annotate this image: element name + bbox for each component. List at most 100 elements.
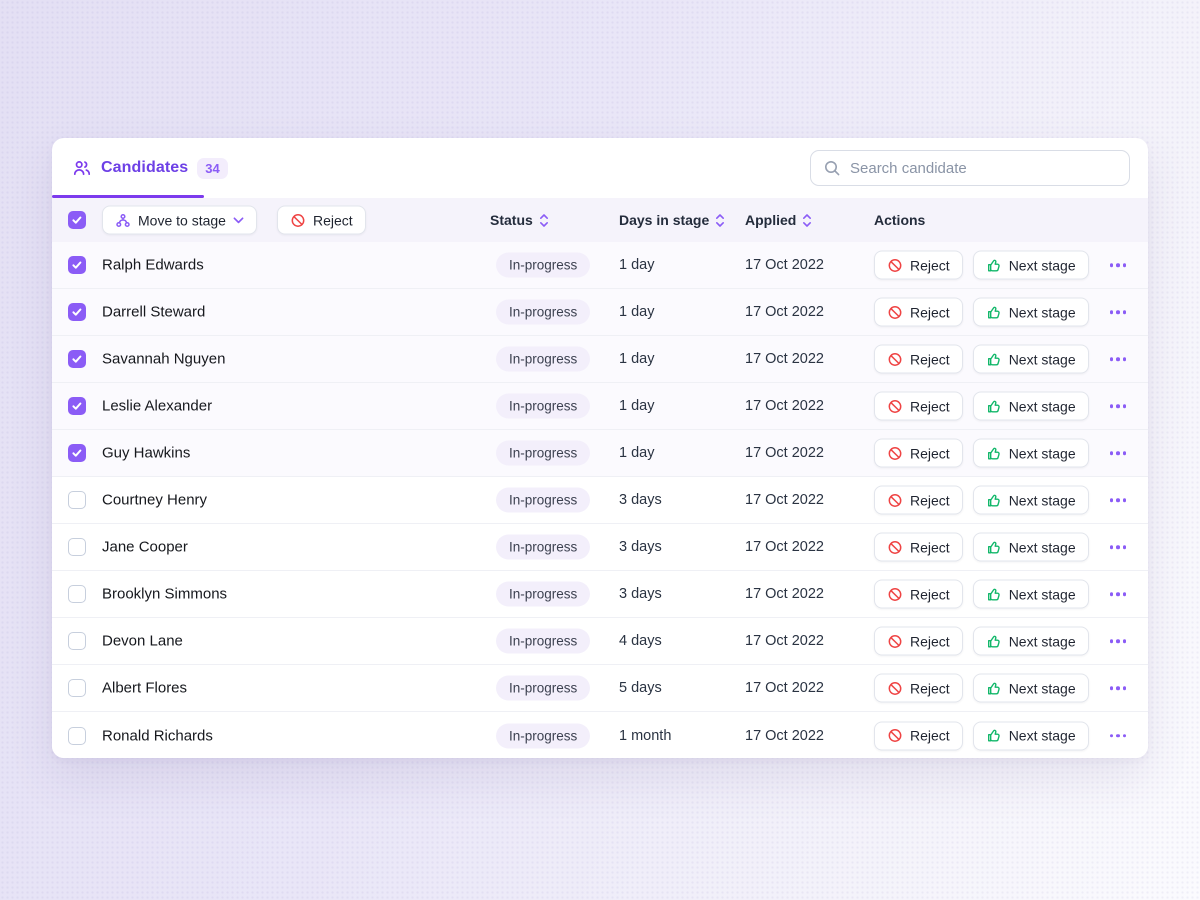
row-checkbox[interactable] <box>68 397 86 415</box>
next-stage-button[interactable]: Next stage <box>972 673 1089 703</box>
next-stage-button[interactable]: Next stage <box>972 391 1089 421</box>
prohibit-icon <box>887 539 903 555</box>
table-row: Brooklyn Simmons In-progress 3 days 17 O… <box>52 571 1148 618</box>
reject-button[interactable]: Reject <box>874 485 963 515</box>
next-stage-button[interactable]: Next stage <box>972 579 1089 609</box>
days-in-stage: 3 days <box>619 539 662 555</box>
move-to-stage-button[interactable]: Move to stage <box>102 205 257 235</box>
table-row: Darrell Steward In-progress 1 day 17 Oct… <box>52 289 1148 336</box>
row-more-button[interactable] <box>1106 728 1131 744</box>
row-more-button[interactable] <box>1106 680 1131 696</box>
row-more-button[interactable] <box>1106 633 1131 649</box>
search-box[interactable] <box>810 150 1130 186</box>
next-stage-button[interactable]: Next stage <box>972 344 1089 374</box>
column-header-status[interactable]: Status <box>490 212 549 228</box>
row-checkbox[interactable] <box>68 585 86 603</box>
reject-button[interactable]: Reject <box>874 438 963 468</box>
row-more-button[interactable] <box>1106 586 1131 602</box>
next-stage-button[interactable]: Next stage <box>972 438 1089 468</box>
row-actions: Reject Next stage <box>874 532 1089 562</box>
row-more-button[interactable] <box>1106 445 1131 461</box>
prohibit-icon <box>887 398 903 414</box>
sort-icon <box>802 213 812 228</box>
applied-date: 17 Oct 2022 <box>745 304 824 320</box>
thumbs-up-icon <box>986 633 1002 649</box>
candidate-name: Devon Lane <box>102 632 183 650</box>
thumbs-up-icon <box>986 728 1002 744</box>
table-row: Savannah Nguyen In-progress 1 day 17 Oct… <box>52 336 1148 383</box>
next-stage-label: Next stage <box>1008 445 1076 461</box>
row-checkbox[interactable] <box>68 303 86 321</box>
users-icon <box>72 158 92 178</box>
table-row: Leslie Alexander In-progress 1 day 17 Oc… <box>52 383 1148 430</box>
row-actions: Reject Next stage <box>874 391 1089 421</box>
next-stage-button[interactable]: Next stage <box>972 626 1089 656</box>
next-stage-label: Next stage <box>1008 727 1076 744</box>
bulk-reject-button[interactable]: Reject <box>277 205 366 235</box>
days-in-stage: 1 day <box>619 257 655 273</box>
status-badge: In-progress <box>496 581 591 607</box>
row-actions: Reject Next stage <box>874 626 1089 656</box>
next-stage-label: Next stage <box>1008 586 1076 602</box>
status-badge: In-progress <box>496 487 591 513</box>
row-checkbox[interactable] <box>68 491 86 509</box>
row-more-button[interactable] <box>1106 351 1131 367</box>
row-checkbox[interactable] <box>68 632 86 650</box>
next-stage-button[interactable]: Next stage <box>972 485 1089 515</box>
reject-button[interactable]: Reject <box>874 673 963 703</box>
select-all-checkbox[interactable] <box>68 211 86 229</box>
tab-candidates[interactable]: Candidates 34 <box>52 138 248 198</box>
search-input[interactable] <box>850 159 1117 177</box>
row-actions: Reject Next stage <box>874 438 1089 468</box>
page-title: Candidates <box>101 159 189 176</box>
row-more-button[interactable] <box>1106 492 1131 508</box>
row-more-button[interactable] <box>1106 257 1131 273</box>
reject-button[interactable]: Reject <box>874 721 963 750</box>
column-header-applied[interactable]: Applied <box>745 212 812 228</box>
bulk-reject-label: Reject <box>313 212 353 228</box>
candidate-name: Savannah Nguyen <box>102 350 226 368</box>
thumbs-up-icon <box>986 445 1002 461</box>
row-checkbox[interactable] <box>68 444 86 462</box>
thumbs-up-icon <box>986 539 1002 555</box>
row-checkbox[interactable] <box>68 538 86 556</box>
days-in-stage: 1 month <box>619 727 672 744</box>
next-stage-label: Next stage <box>1008 633 1076 649</box>
status-badge: In-progress <box>496 628 591 654</box>
applied-date: 17 Oct 2022 <box>745 727 824 744</box>
workflow-icon <box>115 212 131 228</box>
sort-icon <box>715 213 725 228</box>
reject-button[interactable]: Reject <box>874 532 963 562</box>
row-checkbox[interactable] <box>68 256 86 274</box>
next-stage-button[interactable]: Next stage <box>972 721 1089 750</box>
row-checkbox[interactable] <box>68 726 86 745</box>
prohibit-icon <box>887 351 903 367</box>
prohibit-icon <box>887 633 903 649</box>
reject-button[interactable]: Reject <box>874 391 963 421</box>
thumbs-up-icon <box>986 304 1002 320</box>
row-more-button[interactable] <box>1106 539 1131 555</box>
column-header-days[interactable]: Days in stage <box>619 212 725 228</box>
row-checkbox[interactable] <box>68 350 86 368</box>
row-more-button[interactable] <box>1106 304 1131 320</box>
move-to-stage-label: Move to stage <box>138 212 226 228</box>
table-row: Courtney Henry In-progress 3 days 17 Oct… <box>52 477 1148 524</box>
reject-button[interactable]: Reject <box>874 297 963 327</box>
next-stage-button[interactable]: Next stage <box>972 297 1089 327</box>
candidates-count-badge: 34 <box>197 157 228 179</box>
reject-button[interactable]: Reject <box>874 250 963 280</box>
row-more-button[interactable] <box>1106 398 1131 414</box>
row-checkbox[interactable] <box>68 679 86 697</box>
reject-button[interactable]: Reject <box>874 344 963 374</box>
days-in-stage: 1 day <box>619 445 655 461</box>
days-in-stage: 1 day <box>619 398 655 414</box>
reject-label: Reject <box>910 351 950 367</box>
applied-date: 17 Oct 2022 <box>745 351 824 367</box>
reject-button[interactable]: Reject <box>874 579 963 609</box>
table-row: Ronald Richards In-progress 1 month 17 O… <box>52 712 1148 758</box>
next-stage-label: Next stage <box>1008 257 1076 273</box>
reject-button[interactable]: Reject <box>874 626 963 656</box>
next-stage-button[interactable]: Next stage <box>972 532 1089 562</box>
next-stage-button[interactable]: Next stage <box>972 250 1089 280</box>
row-actions: Reject Next stage <box>874 721 1089 750</box>
